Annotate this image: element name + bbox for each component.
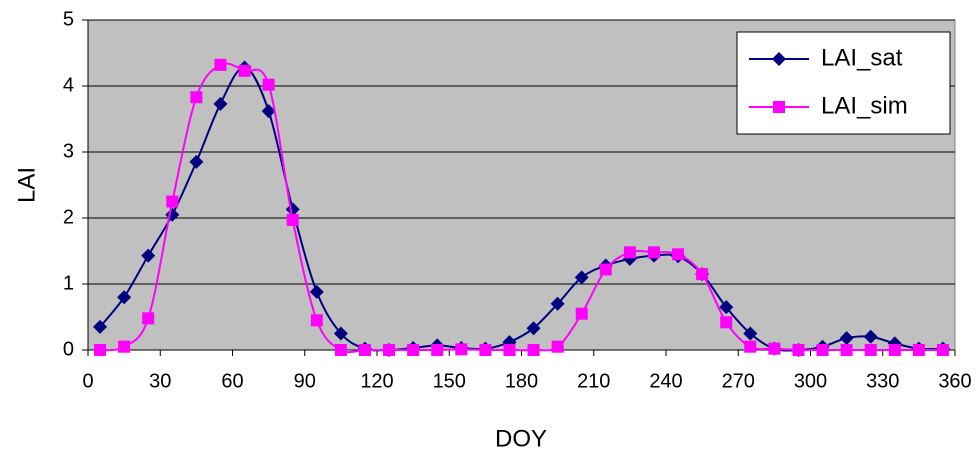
point: [431, 344, 444, 356]
y-tick-label: 2: [63, 206, 74, 228]
point: [142, 312, 155, 325]
point: [792, 344, 805, 356]
y-tick-label: 0: [63, 338, 74, 360]
point: [599, 263, 612, 276]
point: [262, 78, 275, 91]
point: [936, 344, 949, 356]
y-axis-title: LAI: [13, 167, 40, 203]
point: [166, 195, 179, 208]
legend-box: [736, 31, 951, 135]
point: [214, 58, 227, 71]
point: [743, 326, 758, 341]
point: [118, 340, 131, 353]
point: [527, 344, 540, 356]
point: [864, 344, 877, 356]
point: [479, 344, 492, 356]
y-tick-label: 4: [63, 74, 74, 96]
x-tick-label: 360: [938, 370, 971, 392]
point: [550, 296, 565, 311]
x-tick-label: 210: [577, 370, 610, 392]
point: [455, 343, 468, 356]
point: [574, 270, 589, 285]
x-tick-label: 330: [866, 370, 899, 392]
point: [816, 344, 829, 356]
point: [383, 344, 396, 356]
point: [839, 331, 854, 346]
point: [333, 326, 348, 341]
y-tick-label: 1: [63, 272, 74, 294]
point: [888, 344, 901, 356]
x-tick-label: 60: [221, 370, 243, 392]
point: [503, 344, 516, 356]
point: [213, 96, 228, 111]
point: [334, 344, 347, 356]
x-tick-label: 300: [794, 370, 827, 392]
point: [94, 344, 107, 356]
legend-marker: [772, 52, 786, 66]
point: [863, 329, 878, 344]
point: [141, 248, 156, 263]
point: [117, 290, 132, 305]
point: [526, 321, 541, 336]
point: [189, 154, 204, 169]
point: [310, 314, 323, 327]
point: [744, 340, 757, 353]
point: [623, 246, 636, 259]
point: [551, 340, 564, 353]
legend-label: LAI_sat: [821, 44, 903, 71]
y-tick-label: 5: [63, 8, 74, 30]
x-tick-label: 90: [294, 370, 316, 392]
x-tick-label: 240: [649, 370, 682, 392]
x-tick-label: 150: [433, 370, 466, 392]
point: [768, 342, 781, 355]
point: [647, 246, 660, 259]
x-tick-label: 30: [149, 370, 171, 392]
point: [238, 64, 251, 77]
point: [190, 91, 203, 104]
point: [286, 213, 299, 226]
point: [672, 248, 685, 261]
point: [840, 344, 853, 356]
point: [407, 344, 420, 356]
x-tick-label: 120: [360, 370, 393, 392]
point: [358, 344, 371, 356]
point: [912, 344, 925, 356]
x-tick-label: 270: [722, 370, 755, 392]
y-tick-label: 3: [63, 140, 74, 162]
x-axis-title: DOY: [495, 425, 547, 452]
point: [720, 316, 733, 329]
point: [261, 104, 276, 119]
point: [696, 268, 709, 281]
point: [622, 251, 637, 266]
x-tick-label: 180: [505, 370, 538, 392]
point: [719, 300, 734, 315]
x-tick-label: 0: [82, 370, 93, 392]
legend-marker: [773, 101, 785, 113]
point: [93, 319, 108, 334]
point: [575, 307, 588, 320]
point: [309, 284, 324, 299]
legend-label: LAI_sim: [821, 92, 908, 119]
